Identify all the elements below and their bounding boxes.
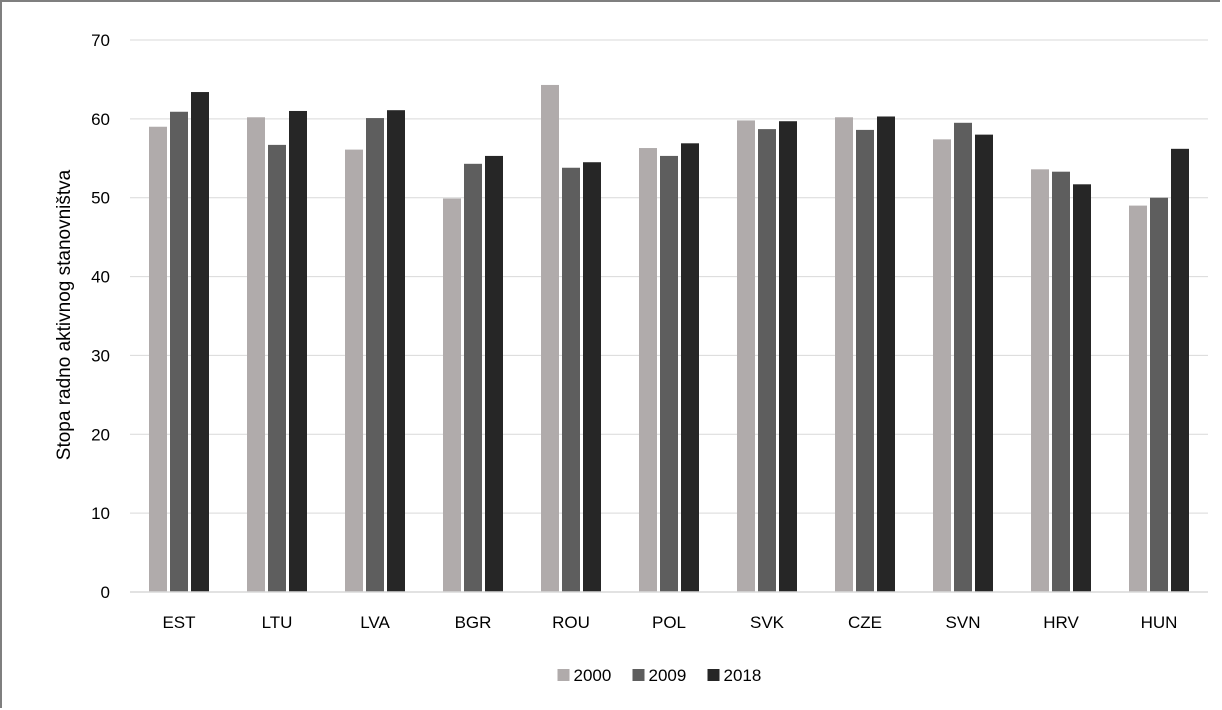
y-tick-label: 70: [91, 31, 110, 50]
bar-est-2000: [149, 126, 167, 592]
bar-ltu-2000: [247, 117, 265, 592]
legend-label-2018: 2018: [724, 666, 762, 685]
x-tick-label-pol: POL: [652, 613, 686, 632]
bars: [149, 84, 1189, 593]
x-axis-labels: EST LTU LVA BGR ROU POL SVK CZE SVN HRV HUN: [162, 613, 1177, 632]
bar-ltu-2018: [289, 110, 307, 592]
x-tick-label-cze: CZE: [848, 613, 882, 632]
x-tick-label-bgr: BGR: [455, 613, 492, 632]
bar-pol-2009: [660, 155, 678, 593]
y-tick-label: 0: [101, 583, 110, 602]
x-tick-label-est: EST: [162, 613, 195, 632]
legend-item-2000: 2000: [557, 666, 612, 685]
bar-svn-2009: [954, 122, 972, 593]
bar-hrv-2018: [1073, 184, 1091, 592]
x-tick-label-hrv: HRV: [1043, 613, 1079, 632]
legend: 2000 2009 2018: [557, 666, 762, 685]
bar-cze-2009: [856, 129, 874, 592]
x-tick-label-rou: ROU: [552, 613, 590, 632]
bar-cze-2000: [835, 117, 853, 592]
bar-cze-2018: [877, 116, 895, 593]
x-tick-label-lva: LVA: [360, 613, 390, 632]
legend-label-2000: 2000: [574, 666, 612, 685]
bar-bgr-2018: [485, 155, 503, 593]
bar-rou-2018: [583, 162, 601, 592]
x-tick-label-svn: SVN: [946, 613, 981, 632]
bar-svk-2009: [758, 129, 776, 592]
bar-svk-2000: [737, 120, 755, 592]
bar-hrv-2009: [1052, 171, 1070, 593]
bar-hrv-2000: [1031, 169, 1049, 592]
bar-rou-2009: [562, 167, 580, 592]
y-tick-label: 60: [91, 110, 110, 129]
y-tick-label: 30: [91, 346, 110, 365]
bar-pol-2018: [681, 143, 699, 592]
bar-svn-2018: [975, 134, 993, 592]
bar-pol-2000: [639, 148, 657, 592]
bar-bgr-2000: [443, 198, 461, 592]
bar-hun-2018: [1171, 148, 1189, 592]
bar-svn-2000: [933, 139, 951, 593]
bar-lva-2009: [366, 118, 384, 592]
bar-est-2018: [191, 92, 209, 592]
legend-item-2009: 2009: [632, 666, 687, 685]
y-axis-title: Stopa radno aktivnog stanovništva: [54, 169, 75, 460]
bar-lva-2018: [387, 110, 405, 592]
legend-swatch-2018: [707, 669, 720, 681]
bar-bgr-2009: [464, 163, 482, 592]
bar-est-2009: [170, 111, 188, 592]
legend-item-2018: 2018: [707, 666, 762, 685]
x-tick-label-ltu: LTU: [262, 613, 293, 632]
y-tick-label: 10: [91, 504, 110, 523]
y-axis-ticks: 0 10 20 30 40 50 60 70: [91, 31, 110, 602]
bar-lva-2000: [345, 149, 363, 592]
legend-swatch-2000: [557, 669, 570, 681]
x-tick-label-hun: HUN: [1141, 613, 1178, 632]
y-tick-label: 50: [91, 189, 110, 208]
bar-svk-2018: [779, 121, 797, 593]
legend-swatch-2009: [632, 669, 645, 681]
x-tick-label-svk: SVK: [750, 613, 785, 632]
legend-label-2009: 2009: [649, 666, 687, 685]
bar-ltu-2009: [268, 144, 286, 592]
bar-hun-2000: [1129, 205, 1147, 592]
bar-hun-2009: [1150, 197, 1168, 592]
bar-rou-2000: [541, 84, 559, 592]
y-tick-label: 20: [91, 425, 110, 444]
y-tick-label: 40: [91, 268, 110, 287]
